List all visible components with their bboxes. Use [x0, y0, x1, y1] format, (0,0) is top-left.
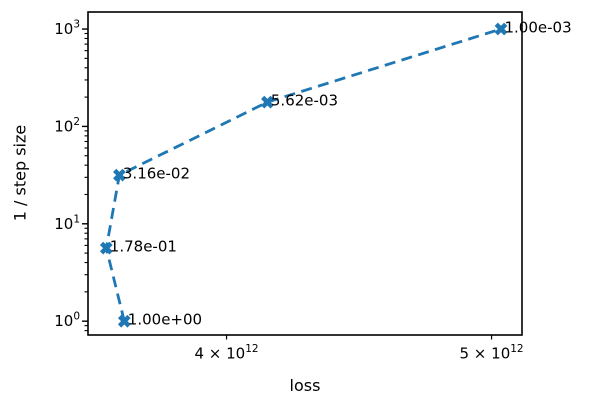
marker-arm	[261, 95, 274, 109]
data-point-marker[interactable]	[97, 239, 116, 258]
point-annotation: 5.62e-03	[271, 92, 338, 110]
point-annotation: 3.16e-02	[123, 165, 190, 183]
x-tick-label: 4 × 1012	[194, 343, 258, 363]
marker-arm	[494, 22, 508, 36]
point-annotation: 1.00e+00	[128, 311, 202, 329]
y-tick-label: 100	[54, 311, 80, 331]
y-axis-label: 1 / step size	[10, 124, 30, 222]
y-tick-label: 101	[54, 213, 80, 233]
data-point-marker[interactable]	[115, 312, 134, 331]
marker-arm	[117, 314, 131, 328]
axes-spines	[87, 11, 523, 336]
y-tick-label: 102	[54, 116, 80, 136]
marker-arm	[99, 241, 113, 255]
x-tick-label: 5 × 1012	[460, 343, 524, 363]
point-annotation: 1.00e-03	[505, 19, 572, 37]
data-point-marker[interactable]	[110, 166, 129, 185]
x-axis-label: loss	[289, 376, 321, 395]
data-point-marker[interactable]	[258, 93, 277, 112]
point-annotation: 1.78e-01	[110, 238, 177, 256]
y-tick-label: 103	[54, 19, 80, 39]
data-point-marker[interactable]	[492, 20, 511, 39]
marker-arm	[113, 168, 126, 182]
